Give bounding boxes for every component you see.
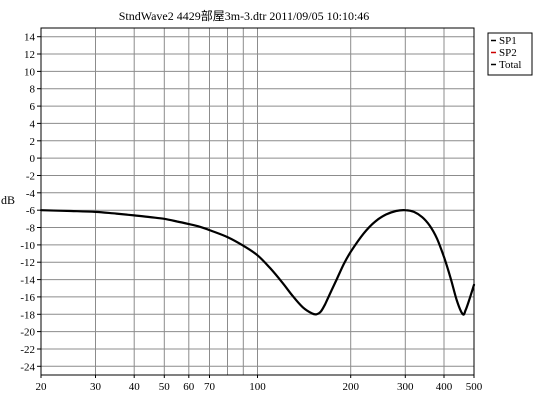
- legend-entry: SP1: [499, 35, 517, 47]
- y-tick-label: 4: [30, 118, 36, 130]
- y-tick-label: 0: [30, 153, 36, 165]
- y-tick-label: -22: [20, 344, 35, 356]
- y-axis-label: dB: [1, 193, 15, 207]
- y-tick-label: -18: [20, 309, 35, 321]
- x-tick-label: 60: [183, 381, 195, 393]
- x-tick-label: 300: [397, 381, 414, 393]
- x-tick-label: 200: [342, 381, 359, 393]
- y-tick-label: -10: [20, 240, 35, 252]
- y-tick-label: 12: [24, 49, 35, 61]
- x-tick-label: 500: [466, 381, 483, 393]
- y-tick-label: -14: [20, 275, 35, 287]
- y-tick-label: 6: [30, 101, 36, 113]
- x-tick-label: 20: [36, 381, 48, 393]
- y-tick-label: -8: [26, 223, 36, 235]
- y-tick-label: -2: [26, 171, 35, 183]
- x-tick-label: 40: [129, 381, 141, 393]
- y-tick-label: 8: [30, 84, 36, 96]
- chart-title: StndWave2 4429部屋3m-3.dtr 2011/09/05 10:1…: [119, 8, 370, 23]
- y-tick-label: 2: [30, 136, 36, 148]
- x-tick-label: 30: [90, 381, 102, 393]
- x-tick-label: 100: [249, 381, 266, 393]
- y-tick-label: -12: [20, 257, 35, 269]
- x-tick-label: 400: [436, 381, 453, 393]
- x-tick-label: 70: [204, 381, 216, 393]
- y-tick-label: -24: [20, 361, 35, 373]
- y-tick-label: -16: [20, 292, 35, 304]
- legend-entry: Total: [499, 59, 521, 71]
- y-tick-label: 14: [24, 32, 36, 44]
- y-tick-label: -6: [26, 205, 36, 217]
- series-line-total: [39, 209, 476, 316]
- y-tick-label: -20: [20, 327, 35, 339]
- legend-entry: SP2: [499, 47, 517, 59]
- y-tick-label: 10: [24, 66, 36, 78]
- y-tick-label: -4: [26, 188, 36, 200]
- x-tick-label: 50: [159, 381, 171, 393]
